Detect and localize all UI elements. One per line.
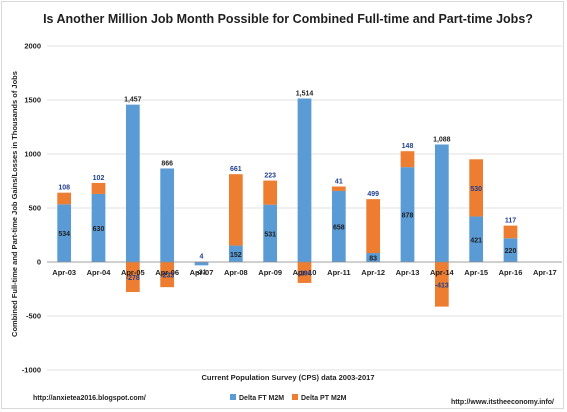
bar-ft bbox=[331, 190, 346, 262]
bar-pt bbox=[400, 151, 415, 168]
x-tick-label: Apr-17 bbox=[533, 268, 557, 277]
bar-ft bbox=[400, 167, 415, 262]
y-tick-label: -1000 bbox=[22, 366, 41, 375]
bar-ft bbox=[228, 245, 243, 262]
x-tick-label: Apr-10 bbox=[293, 268, 317, 277]
x-tick-label: Apr-12 bbox=[361, 268, 385, 277]
bar-pt bbox=[469, 159, 484, 217]
bar-pt bbox=[228, 174, 243, 246]
bar-ft bbox=[194, 262, 209, 266]
data-label-ft: 866 bbox=[161, 160, 173, 167]
data-label-ft: 630 bbox=[93, 226, 105, 233]
y-tick-label: 500 bbox=[28, 204, 41, 213]
x-tick-label: Apr-11 bbox=[327, 268, 350, 277]
data-label-pt: 499 bbox=[367, 191, 379, 198]
y-tick-label: 1000 bbox=[24, 150, 41, 159]
data-label-pt: 148 bbox=[402, 143, 414, 150]
x-tick-labels: Apr-03 Apr-04 Apr-05 Apr-06 Apr-07 Apr-08 Apr-… bbox=[52, 268, 556, 277]
data-label-ft: 534 bbox=[58, 231, 70, 238]
data-labels: 534 108 630 102 1,457 -278 866 -233 -31 4 152 661 53… bbox=[58, 90, 516, 289]
x-tick-label: Apr-04 bbox=[87, 268, 112, 277]
x-tick-label: Apr-14 bbox=[430, 268, 455, 277]
data-label-ft: -31 bbox=[196, 269, 206, 276]
data-label-pt: 41 bbox=[335, 179, 343, 186]
data-label-ft: 878 bbox=[402, 213, 414, 220]
x-tick-label: Apr-06 bbox=[155, 268, 179, 277]
bar-ft bbox=[57, 204, 72, 262]
x-tick-label: Apr-07 bbox=[190, 268, 214, 277]
x-tick-label: Apr-09 bbox=[258, 268, 282, 277]
data-label-ft: 220 bbox=[505, 248, 517, 255]
data-label-ft: 83 bbox=[369, 256, 377, 263]
data-label-pt: -413 bbox=[435, 282, 449, 289]
x-tick-label: Apr-16 bbox=[499, 268, 523, 277]
data-label-ft: 1,514 bbox=[296, 90, 314, 97]
bar-pt bbox=[297, 262, 312, 283]
bar-ft bbox=[263, 204, 278, 262]
data-label-pt: 102 bbox=[93, 175, 105, 182]
y-tick-label: 1500 bbox=[24, 96, 41, 105]
bar-ft bbox=[469, 216, 484, 262]
bar-ft bbox=[91, 193, 106, 262]
y-tick-label: 2000 bbox=[24, 42, 41, 51]
bar-ft bbox=[160, 168, 175, 262]
legend-swatch-ft bbox=[230, 394, 236, 400]
y-axis-title: Combined Full-time and Part-time Job Gai… bbox=[10, 71, 19, 337]
legend: Delta FT M2M Delta PT M2M bbox=[230, 394, 347, 402]
bar-ft bbox=[297, 98, 312, 262]
bar-ft bbox=[434, 144, 449, 262]
data-label-pt: 530 bbox=[470, 186, 482, 193]
x-tick-label: Apr-05 bbox=[121, 268, 145, 277]
source-url-right: http://www.itstheeconomy.info/ bbox=[451, 399, 554, 406]
legend-label-pt: Delta PT M2M bbox=[301, 395, 347, 402]
data-label-ft: 531 bbox=[264, 231, 276, 238]
data-label-pt: 108 bbox=[58, 185, 70, 192]
data-label-pt: -278 bbox=[126, 275, 140, 282]
bar-pt bbox=[125, 262, 140, 293]
y-tick-label: 0 bbox=[37, 258, 41, 267]
data-label-pt: -233 bbox=[160, 273, 174, 280]
bar-pt bbox=[160, 262, 175, 288]
data-label-ft: 152 bbox=[230, 252, 242, 259]
chart-title: Is Another Million Job Month Possible fo… bbox=[43, 12, 533, 26]
x-tick-label: Apr-15 bbox=[464, 268, 488, 277]
bar-pt bbox=[366, 199, 381, 254]
y-tick-labels: -1000 -500 0 500 1000 1500 2000 bbox=[22, 42, 41, 375]
data-label-pt: -194 bbox=[297, 270, 311, 277]
bar-pt bbox=[503, 225, 518, 239]
y-tick-label: -500 bbox=[26, 312, 41, 321]
source-url-left: http://anxietea2016.blogspot.com/ bbox=[33, 395, 146, 402]
data-label-ft: 421 bbox=[470, 237, 482, 244]
bar-pt bbox=[434, 262, 449, 307]
bar-pt bbox=[57, 192, 72, 205]
data-label-ft: 1,088 bbox=[433, 136, 451, 143]
data-label-pt: 661 bbox=[230, 166, 242, 173]
bar-ft bbox=[366, 253, 381, 262]
bar-pt bbox=[331, 186, 346, 191]
data-label-pt: 223 bbox=[264, 173, 276, 180]
bars bbox=[57, 98, 518, 307]
data-label-pt: 117 bbox=[505, 218, 516, 225]
data-label-pt: 4 bbox=[200, 254, 204, 261]
data-label-ft: 658 bbox=[333, 224, 345, 231]
bar-ft bbox=[503, 238, 518, 262]
bar-ft bbox=[125, 104, 140, 262]
legend-label-ft: Delta FT M2M bbox=[239, 395, 284, 402]
x-tick-label: Apr-08 bbox=[224, 268, 248, 277]
legend-swatch-pt bbox=[292, 394, 298, 400]
x-tick-label: Apr-03 bbox=[52, 268, 76, 277]
bar-pt bbox=[263, 180, 278, 205]
x-axis-title: Current Population Survey (CPS) data 200… bbox=[202, 373, 375, 382]
bar-pt bbox=[91, 182, 106, 194]
data-label-ft: 1,457 bbox=[124, 97, 142, 104]
x-tick-label: Apr-13 bbox=[396, 268, 420, 277]
